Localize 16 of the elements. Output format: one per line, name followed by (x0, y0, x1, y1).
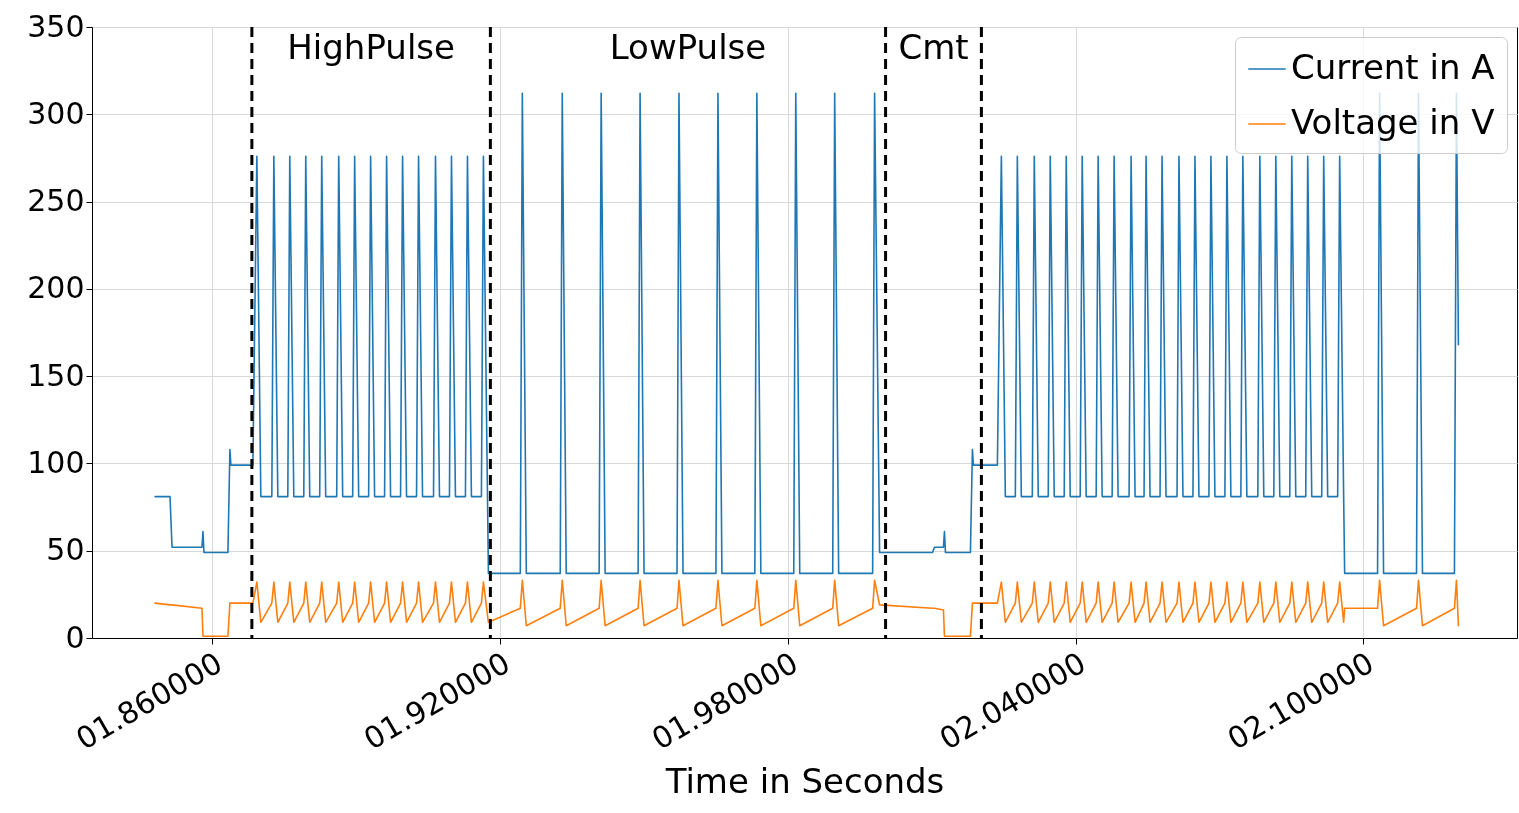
annotation: Cmt (898, 27, 969, 67)
annotation: HighPulse (287, 27, 455, 67)
y-tick-label: 250 (27, 183, 85, 219)
legend-label: Voltage in V (1291, 102, 1495, 142)
y-tick-label: 50 (46, 532, 85, 568)
y-tick-label: 350 (27, 8, 85, 44)
y-tick-label: 150 (27, 357, 85, 393)
legend-label: Current in A (1291, 47, 1495, 87)
line-series (154, 92, 1460, 575)
y-tick-label: 100 (27, 444, 85, 480)
line-series (154, 579, 1460, 638)
y-tick-label: 200 (27, 270, 85, 306)
y-tick-label: 0 (65, 619, 85, 655)
y-tick-label: 300 (27, 95, 85, 131)
x-axis-title: Time in Seconds (664, 760, 945, 801)
annotation: LowPulse (609, 27, 767, 67)
